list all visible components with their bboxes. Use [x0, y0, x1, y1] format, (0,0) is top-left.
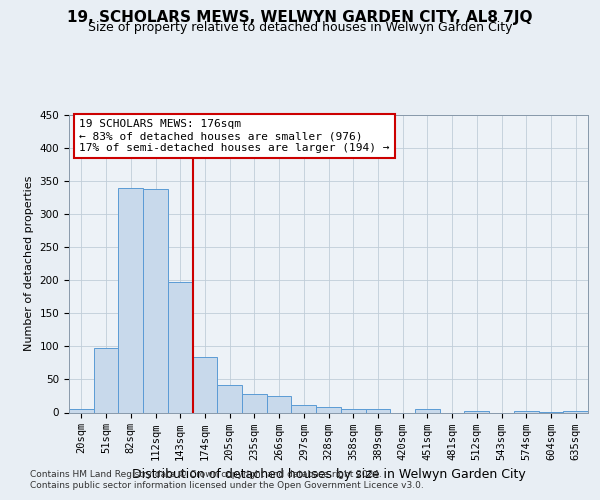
Bar	[316, 407, 341, 412]
X-axis label: Distribution of detached houses by size in Welwyn Garden City: Distribution of detached houses by size …	[131, 468, 526, 481]
Bar	[292, 404, 316, 412]
Bar	[217, 384, 242, 412]
Y-axis label: Number of detached properties: Number of detached properties	[24, 176, 34, 352]
Bar	[415, 409, 440, 412]
Text: 19, SCHOLARS MEWS, WELWYN GARDEN CITY, AL8 7JQ: 19, SCHOLARS MEWS, WELWYN GARDEN CITY, A…	[67, 10, 533, 25]
Bar	[267, 396, 292, 412]
Text: 19 SCHOLARS MEWS: 176sqm
← 83% of detached houses are smaller (976)
17% of semi-: 19 SCHOLARS MEWS: 176sqm ← 83% of detach…	[79, 120, 390, 152]
Bar	[168, 282, 193, 412]
Text: Contains HM Land Registry data © Crown copyright and database right 2024.: Contains HM Land Registry data © Crown c…	[30, 470, 382, 479]
Text: Size of property relative to detached houses in Welwyn Garden City: Size of property relative to detached ho…	[88, 21, 512, 34]
Bar	[242, 394, 267, 412]
Bar	[69, 409, 94, 412]
Bar	[514, 411, 539, 412]
Bar	[563, 411, 588, 412]
Bar	[365, 409, 390, 412]
Bar	[118, 188, 143, 412]
Bar	[464, 410, 489, 412]
Bar	[341, 409, 365, 412]
Bar	[143, 189, 168, 412]
Bar	[94, 348, 118, 412]
Text: Contains public sector information licensed under the Open Government Licence v3: Contains public sector information licen…	[30, 481, 424, 490]
Bar	[193, 357, 217, 412]
